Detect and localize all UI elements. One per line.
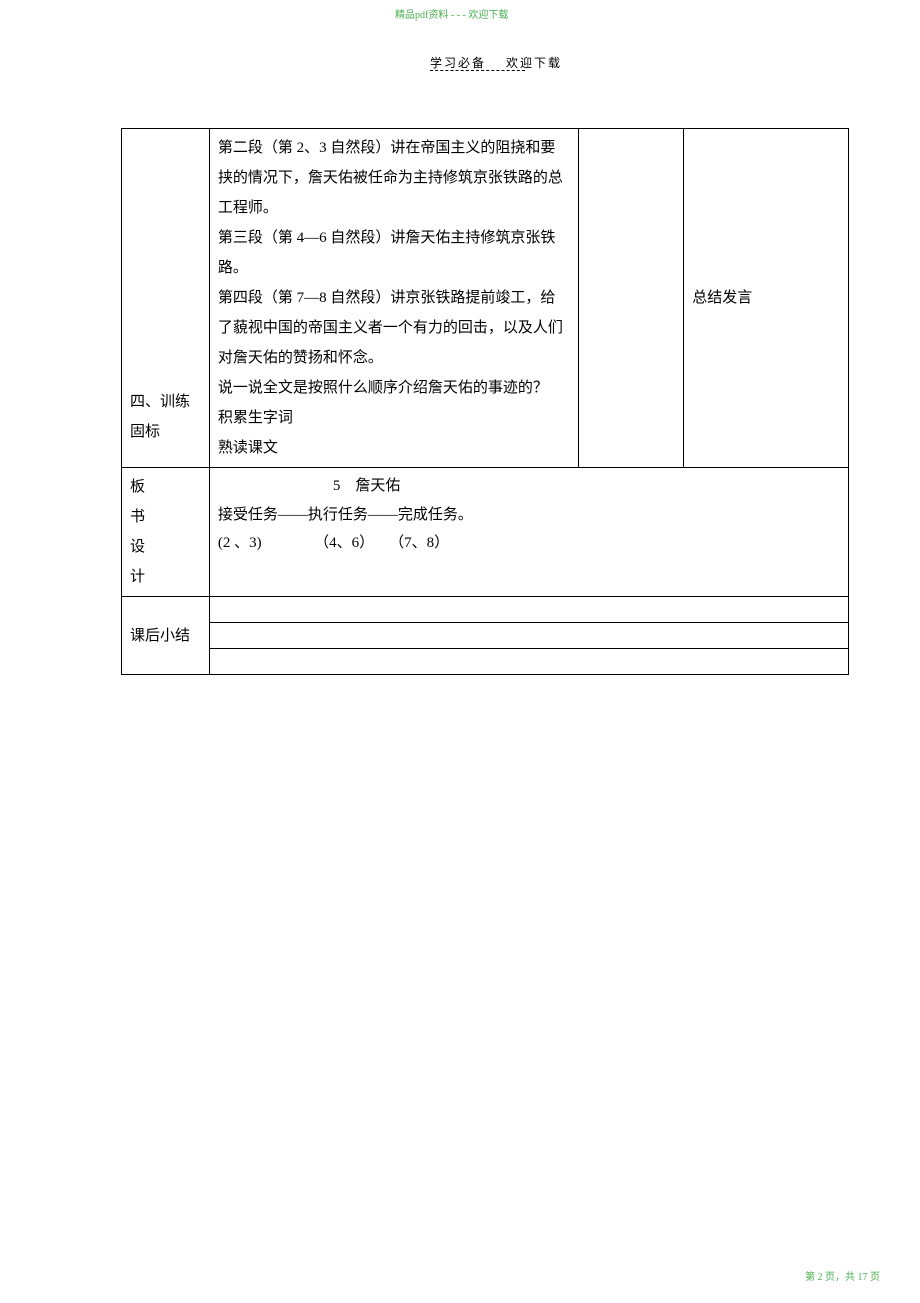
content-line: (2 、3) （4、6） （7、8） [218,529,840,558]
content-line: 第二段（第 2、3 自然段）讲在帝国主义的阻挠和要挟的情况下，詹天佑被任命为主持… [218,133,570,223]
label-char: 设 [130,532,201,562]
table-row: 课后小结 [122,597,849,623]
content-line: 5 詹天佑 [218,472,840,501]
content-line: 积累生字词 [218,403,570,433]
header-right: 欢迎下载 [506,56,562,70]
content-line: 熟读课文 [218,433,570,463]
label-char: 计 [130,562,201,592]
page-header: 学习必备 欢迎下载 [430,54,562,71]
table-row [122,649,849,675]
content-line: 接受任务——执行任务——完成任务。 [218,501,840,530]
table-row [122,623,849,649]
label-char: 书 [130,502,201,532]
header-left: 学习必备 [430,56,486,70]
label-char: 板 [130,472,201,502]
board-design-label: 板 书 设 计 [122,468,210,597]
content-line: 第三段（第 4—6 自然段）讲詹天佑主持修筑京张铁路。 [218,223,570,283]
table-row: 四、训练固标 第二段（第 2、3 自然段）讲在帝国主义的阻挠和要挟的情况下，詹天… [122,129,849,468]
table-row: 板 书 设 计 5 詹天佑 接受任务——执行任务——完成任务。 (2 、3) （… [122,468,849,597]
section-content: 第二段（第 2、3 自然段）讲在帝国主义的阻挠和要挟的情况下，詹天佑被任命为主持… [209,129,578,468]
lesson-plan-table: 四、训练固标 第二段（第 2、3 自然段）讲在帝国主义的阻挠和要挟的情况下，詹天… [121,128,849,675]
content-line: 第四段（第 7—8 自然段）讲京张铁路提前竣工，给了藐视中国的帝国主义者一个有力… [218,283,570,373]
summary-cell [209,597,848,623]
summary-cell [209,649,848,675]
board-design-content: 5 詹天佑 接受任务——执行任务——完成任务。 (2 、3) （4、6） （7、… [209,468,848,597]
summary-label: 课后小结 [122,597,210,675]
section-col4: 总结发言 [684,129,849,468]
page-footer: 第 2 页，共 17 页 [805,1268,880,1283]
section-label: 四、训练固标 [122,129,210,468]
content-line: 说一说全文是按照什么顺序介绍詹天佑的事迹的？ [218,373,570,403]
summary-cell [209,623,848,649]
header-underline [430,70,525,71]
section-col3 [579,129,684,468]
watermark-top: 精品pdf资料 - - - 欢迎下载 [395,6,508,21]
